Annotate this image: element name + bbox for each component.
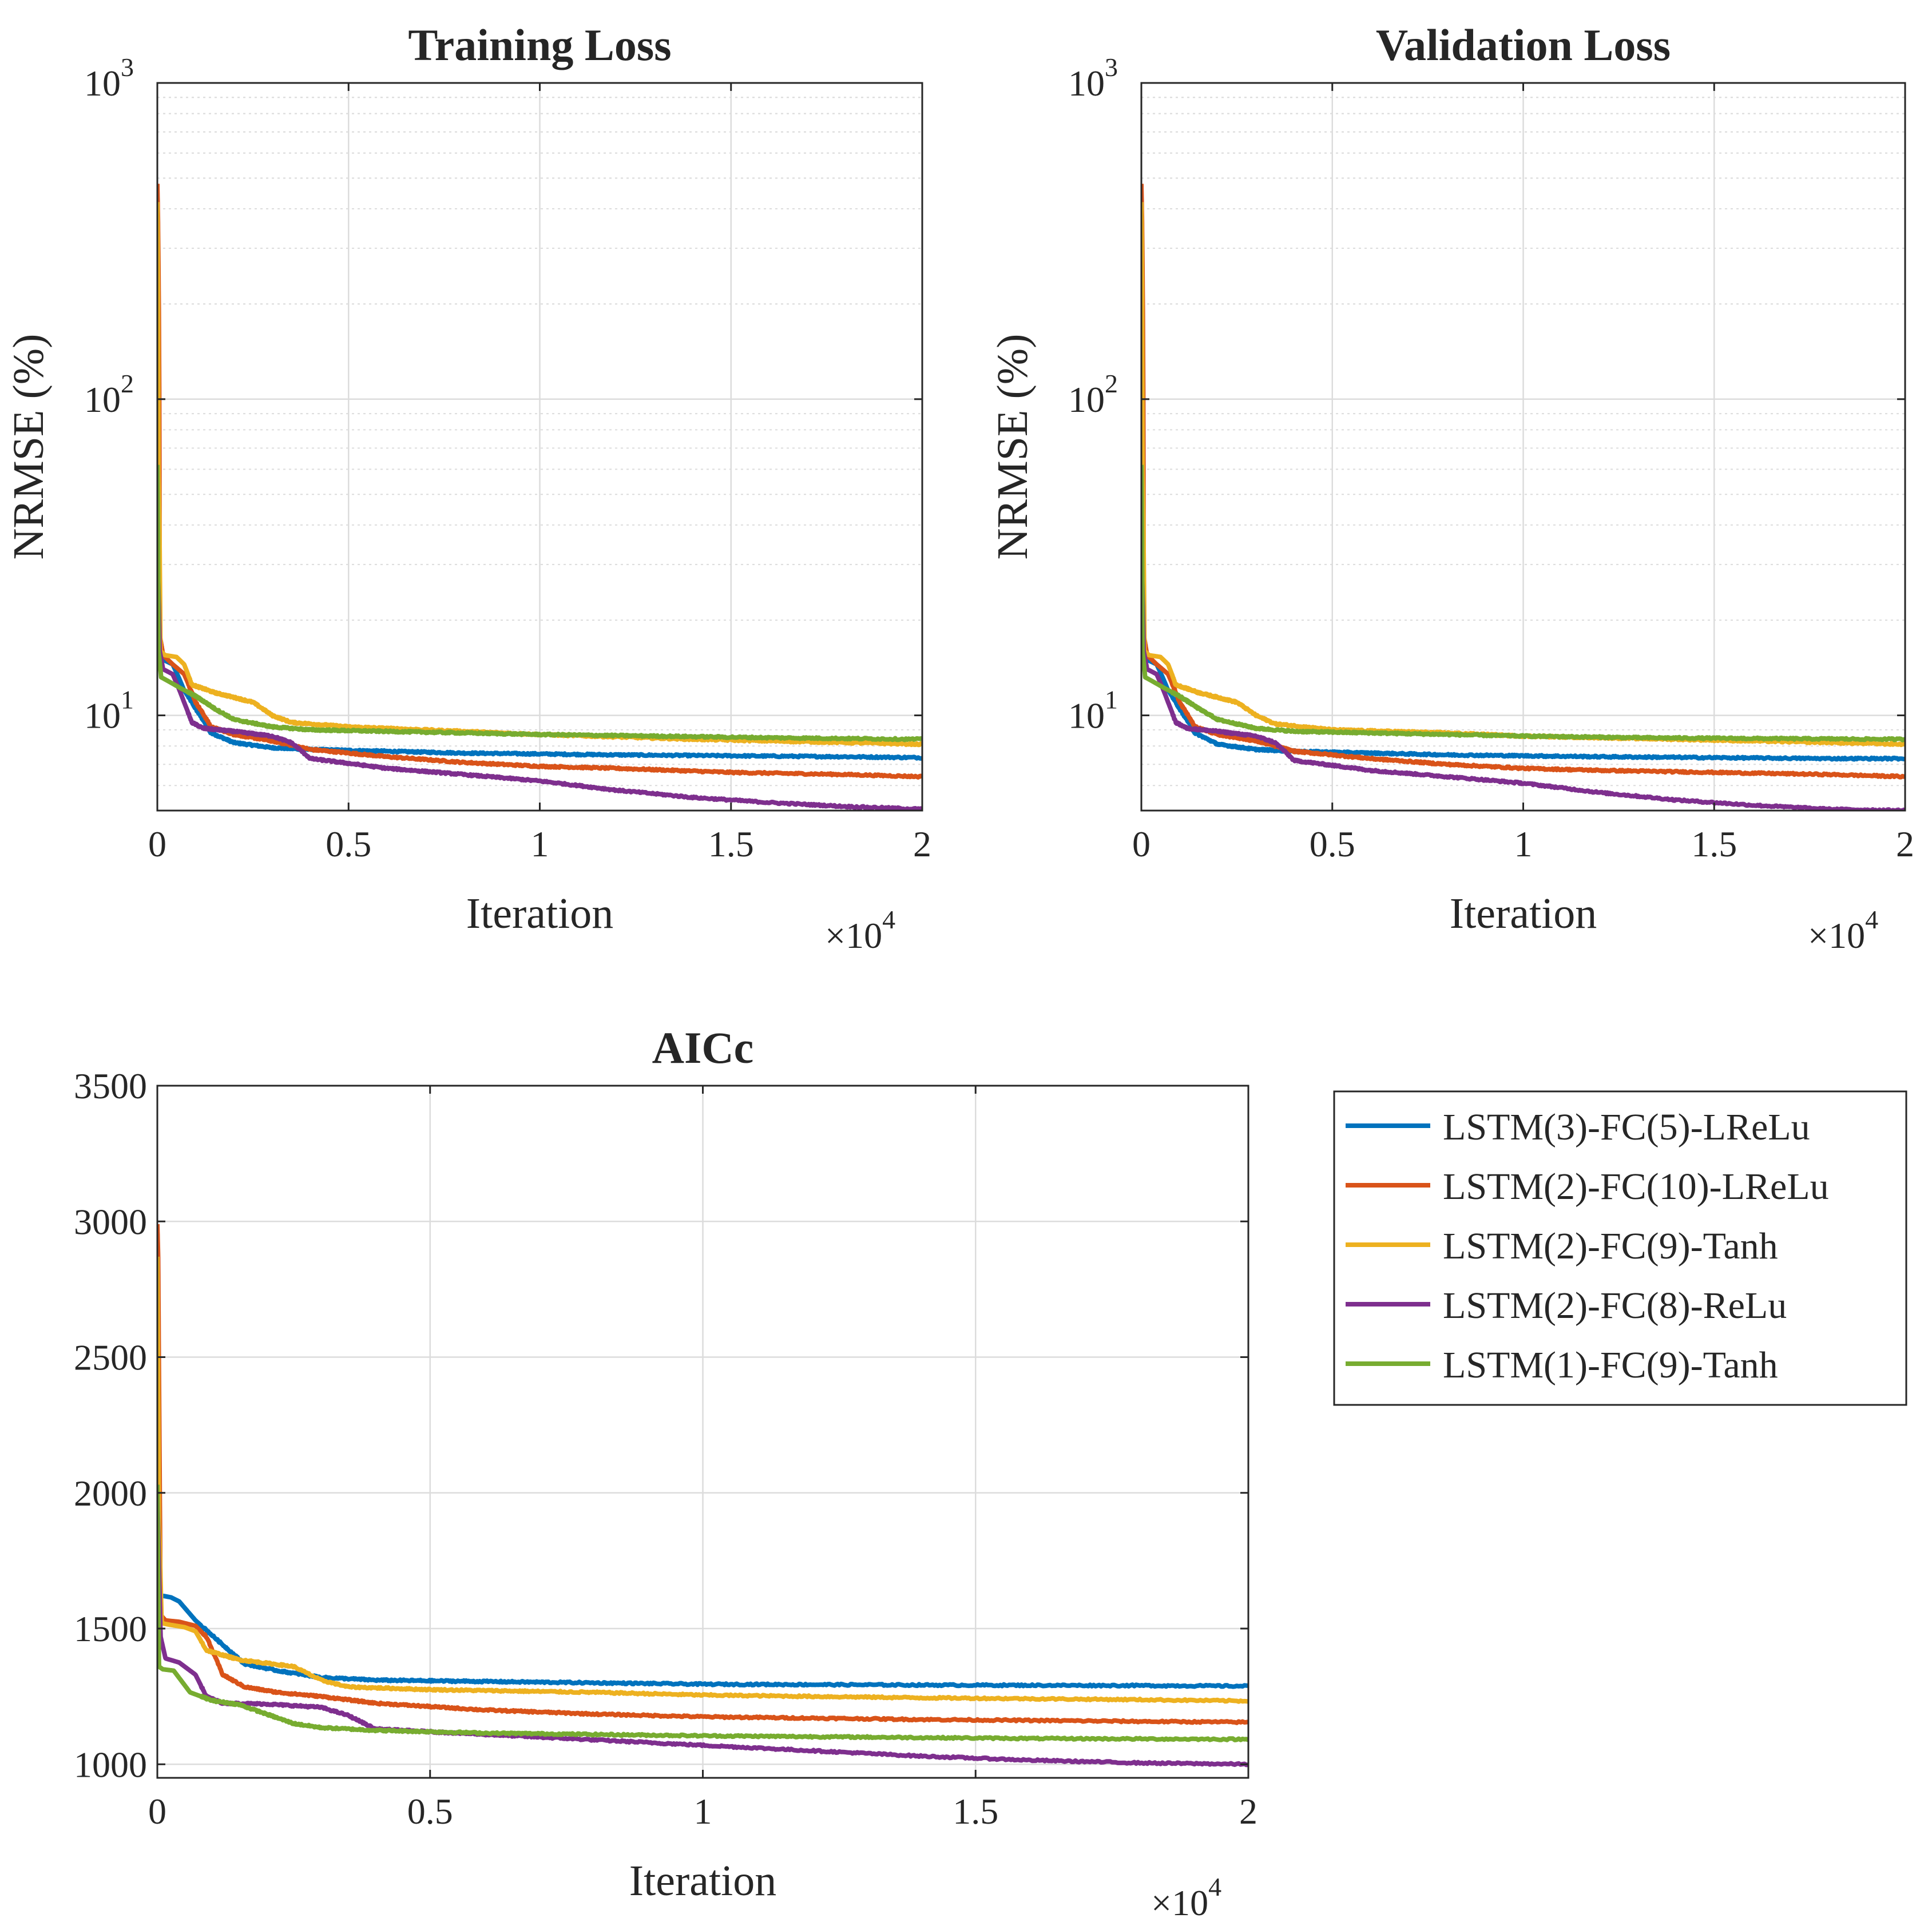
x-axis-label: Iteration: [1450, 889, 1597, 938]
legend-label: LSTM(3)-FC(5)-LReLu: [1443, 1106, 1810, 1148]
series-line-lstm-3-fc-5-lrelu: [1141, 549, 1905, 762]
x-tick-label: 0.5: [407, 1791, 453, 1832]
x-tick-label: 2: [913, 824, 931, 864]
y-tick-exponent: 2: [1105, 369, 1118, 398]
series-line-lstm-1-fc-9-tanh: [157, 1484, 1248, 1742]
legend-box: [1333, 1090, 1907, 1406]
series-line-lstm-2-fc-9-tanh: [157, 1256, 1248, 1704]
y-tick-label: 101: [84, 685, 134, 736]
x-multiplier: ×104: [1808, 905, 1878, 956]
y-tick-label: 101: [1068, 685, 1118, 736]
series-line-lstm-2-fc-8-relu: [1141, 549, 1905, 811]
validation-loss-panel: 0 0.5 1 1.5 2 101 102 103 Validation Loss Iterati…: [989, 20, 1914, 956]
x-multiplier: ×104: [1151, 1872, 1221, 1922]
y-tick-label: 1500: [74, 1609, 147, 1649]
series-line-lstm-3-fc-5-lrelu: [157, 1464, 1248, 1689]
grid: [157, 1086, 1248, 1778]
x-multiplier: ×104: [825, 905, 895, 956]
y-tick-exponent: 1: [121, 685, 134, 714]
legend-label: LSTM(1)-FC(9)-Tanh: [1443, 1344, 1778, 1386]
x-tick-label: 1.5: [708, 824, 754, 864]
series-line-lstm-3-fc-5-lrelu: [157, 549, 922, 761]
grid: [157, 83, 922, 811]
grid: [1141, 83, 1905, 811]
y-tick-exponent: 3: [1105, 53, 1118, 82]
legend: LSTM(3)-FC(5)-LReLu LSTM(2)-FC(10)-LReLu L…: [1333, 1090, 1907, 1406]
series-line-lstm-2-fc-10-lrelu: [157, 1222, 1248, 1725]
y-tick-label: 1000: [74, 1744, 147, 1785]
x-tick-label: 1.5: [953, 1791, 998, 1832]
training-loss-panel: 0 0.5 1 1.5 2 101 102 103 Training Loss Iteration…: [5, 20, 931, 956]
x-multiplier-exponent: 4: [1208, 1872, 1221, 1901]
y-tick-label: 2000: [74, 1473, 147, 1514]
series-group: [1141, 182, 1905, 811]
y-tick-label: 3000: [74, 1201, 147, 1242]
x-multiplier-exponent: 4: [882, 905, 895, 934]
series-line-lstm-2-fc-10-lrelu: [1141, 182, 1905, 780]
series-group: [157, 182, 922, 811]
x-tick-label: 1: [531, 824, 549, 864]
x-tick-label: 0: [1132, 824, 1151, 864]
y-tick-exponent: 3: [121, 53, 134, 82]
y-tick-label: 103: [84, 53, 134, 104]
y-axis-label: NRMSE (%): [989, 334, 1037, 560]
y-tick-label: 102: [1068, 369, 1118, 420]
x-tick-label: 2: [1239, 1791, 1257, 1832]
x-tick-label: 0: [148, 1791, 166, 1832]
x-tick-label: 1.5: [1691, 824, 1737, 864]
y-tick-label: 3500: [74, 1066, 147, 1106]
series-line-lstm-2-fc-10-lrelu: [157, 182, 922, 780]
y-axis-label: NRMSE (%): [5, 334, 53, 560]
chart-title: Training Loss: [408, 20, 671, 70]
legend-label: LSTM(2)-FC(10)-LReLu: [1443, 1166, 1829, 1208]
legend-label: LSTM(2)-FC(8)-ReLu: [1443, 1285, 1787, 1327]
legend-label: LSTM(2)-FC(9)-Tanh: [1443, 1225, 1778, 1267]
chart-title: Validation Loss: [1376, 20, 1671, 70]
x-tick-label: 0.5: [326, 824, 371, 864]
y-tick-exponent: 2: [121, 369, 134, 398]
x-tick-label: 1: [694, 1791, 712, 1832]
series-group: [157, 1222, 1248, 1768]
series-line-lstm-1-fc-9-tanh: [157, 463, 922, 742]
x-axis-label: Iteration: [466, 889, 613, 938]
y-tick-label: 103: [1068, 53, 1118, 104]
x-tick-label: 2: [1896, 824, 1914, 864]
y-tick-label: 102: [84, 369, 134, 420]
aicc-panel: 0 0.5 1 1.5 2 1000 1500 2000 2500 3000 3500 AICc Ite…: [74, 1023, 1257, 1922]
x-tick-label: 1: [1514, 824, 1533, 864]
y-tick-label: 2500: [74, 1337, 147, 1378]
x-tick-label: 0: [148, 824, 166, 864]
series-line-lstm-1-fc-9-tanh: [1141, 463, 1905, 742]
x-multiplier-exponent: 4: [1865, 905, 1878, 934]
y-tick-exponent: 1: [1105, 685, 1118, 714]
x-axis-label: Iteration: [629, 1857, 776, 1905]
x-tick-label: 0.5: [1310, 824, 1355, 864]
chart-title: AICc: [652, 1023, 754, 1073]
series-line-lstm-2-fc-8-relu: [157, 549, 922, 811]
